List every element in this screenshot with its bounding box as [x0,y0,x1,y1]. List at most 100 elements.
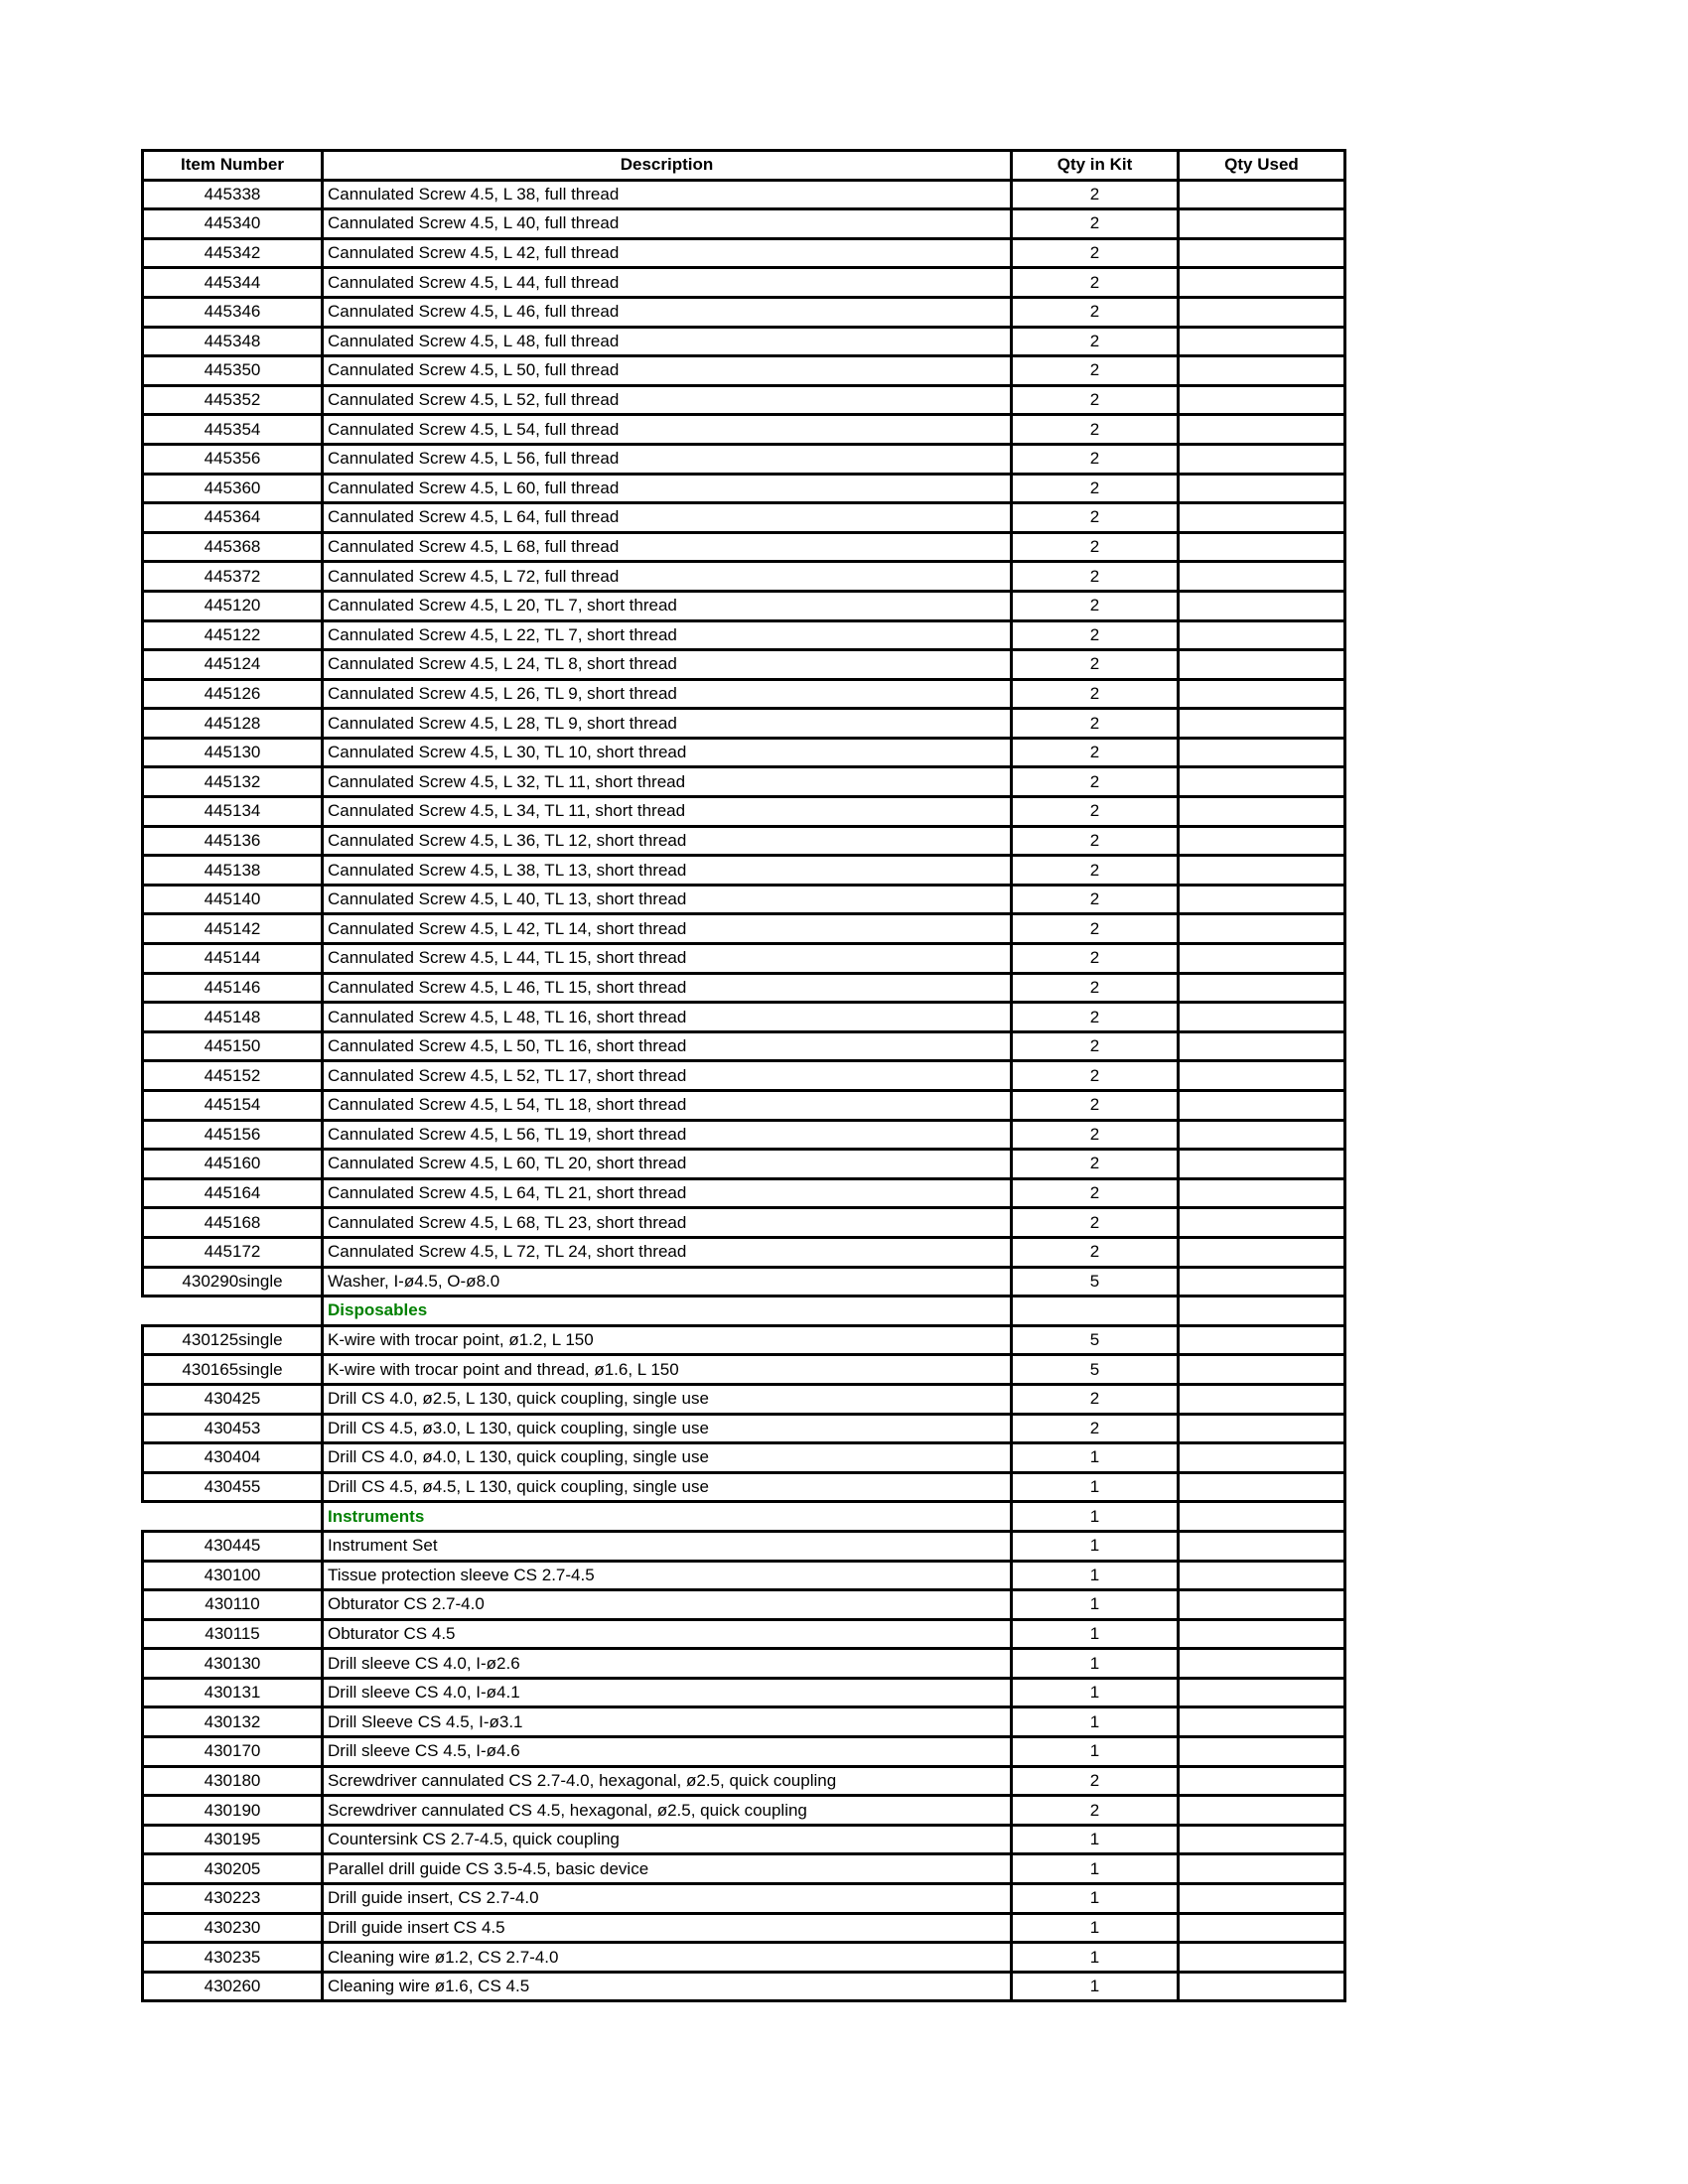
qty-used-cell[interactable] [1177,1735,1346,1768]
item-number-cell: 430125single [141,1323,324,1357]
qty-used-cell[interactable] [1177,295,1346,329]
table-row: 430190 Screwdriver cannulated CS 4.5, hex… [141,1794,1346,1827]
qty-used-cell[interactable] [1177,1470,1346,1504]
qty-used-cell[interactable] [1177,442,1346,476]
description-cell: Drill sleeve CS 4.0, I-ø4.1 [321,1676,1013,1709]
qty-used-cell[interactable] [1177,912,1346,946]
qty-used-cell[interactable] [1177,1441,1346,1474]
qty-used-cell[interactable] [1177,1265,1346,1298]
item-number-cell: 430235 [141,1941,324,1974]
description-cell: Cannulated Screw 4.5, L 64, TL 21, short… [321,1176,1013,1210]
kit-checklist-table: Item Number Description Qty in Kit Qty U… [141,149,1346,2003]
qty-used-cell[interactable] [1177,1559,1346,1592]
qty-used-cell[interactable] [1177,1235,1346,1269]
qty-used-cell[interactable] [1177,1001,1346,1033]
table-row: 430290single Washer, I-ø4.5, O-ø8.0 5 [141,1265,1346,1298]
table-row: 445342 Cannulated Screw 4.5, L 42, full t… [141,236,1346,270]
qty-used-cell[interactable] [1177,736,1346,769]
qty-used-cell[interactable] [1177,1059,1346,1092]
qty-used-cell[interactable] [1177,236,1346,270]
qty-used-cell[interactable] [1177,883,1346,916]
qty-used-cell[interactable] [1177,942,1346,975]
qty-used-cell[interactable] [1177,677,1346,711]
table-row: 445142 Cannulated Screw 4.5, L 42, TL 14,… [141,912,1346,946]
qty-used-cell[interactable] [1177,501,1346,534]
item-number-cell: 445126 [141,677,324,711]
qty-used-cell[interactable] [1177,1089,1346,1122]
qty-used-cell[interactable] [1177,971,1346,1005]
item-number-cell: 445156 [141,1118,324,1152]
qty-used-cell[interactable] [1177,1706,1346,1739]
qty-used-cell[interactable] [1177,413,1346,446]
qty-used-cell[interactable] [1177,854,1346,887]
description-cell: Cannulated Screw 4.5, L 68, TL 23, short… [321,1206,1013,1239]
qty-in-kit-cell: 1 [1010,1911,1180,1945]
qty-used-cell[interactable] [1177,1412,1346,1445]
table-row: 445152 Cannulated Screw 4.5, L 52, TL 17,… [141,1059,1346,1092]
table-row: 430132 Drill Sleeve CS 4.5, I-ø3.1 1 [141,1706,1346,1739]
qty-used-cell[interactable] [1177,560,1346,593]
description-cell: Cannulated Screw 4.5, L 44, TL 15, short… [321,942,1013,975]
qty-used-cell[interactable] [1177,178,1346,211]
qty-used-cell[interactable] [1177,1529,1346,1563]
qty-used-cell[interactable] [1177,1118,1346,1152]
table-row: 445122 Cannulated Screw 4.5, L 22, TL 7, … [141,618,1346,652]
qty-used-cell[interactable] [1177,1911,1346,1945]
qty-used-cell[interactable] [1177,648,1346,681]
qty-used-cell[interactable] [1177,207,1346,240]
qty-used-cell[interactable] [1177,1500,1346,1533]
qty-used-cell[interactable] [1177,1794,1346,1827]
qty-in-kit-cell: 2 [1010,1206,1180,1239]
qty-used-cell[interactable] [1177,1617,1346,1651]
qty-used-cell[interactable] [1177,1029,1346,1063]
description-cell: Obturator CS 4.5 [321,1617,1013,1651]
table-row: 445368 Cannulated Screw 4.5, L 68, full t… [141,530,1346,564]
table-row: 430235 Cleaning wire ø1.2, CS 2.7-4.0 1 [141,1941,1346,1974]
qty-used-cell[interactable] [1177,1148,1346,1180]
item-number-cell: 445144 [141,942,324,975]
description-cell: Cannulated Screw 4.5, L 38, full thread [321,178,1013,211]
item-number-cell: 445350 [141,354,324,387]
qty-used-cell[interactable] [1177,1295,1346,1327]
item-number-cell: 445356 [141,442,324,476]
qty-used-cell[interactable] [1177,354,1346,387]
qty-used-cell[interactable] [1177,795,1346,828]
qty-used-cell[interactable] [1177,824,1346,858]
qty-used-cell[interactable] [1177,530,1346,564]
qty-used-cell[interactable] [1177,1882,1346,1915]
description-cell: Cannulated Screw 4.5, L 28, TL 9, short … [321,707,1013,740]
qty-used-cell[interactable] [1177,765,1346,799]
qty-used-cell[interactable] [1177,1852,1346,1886]
qty-used-cell[interactable] [1177,1941,1346,1974]
header-row: Item Number Description Qty in Kit Qty U… [141,149,1346,182]
qty-used-cell[interactable] [1177,1970,1346,2003]
item-number-cell: 430170 [141,1735,324,1768]
qty-used-cell[interactable] [1177,1176,1346,1210]
qty-used-cell[interactable] [1177,325,1346,358]
qty-in-kit-cell: 2 [1010,1148,1180,1180]
qty-used-cell[interactable] [1177,618,1346,652]
table-row: 445364 Cannulated Screw 4.5, L 64, full t… [141,501,1346,534]
table-row: 445164 Cannulated Screw 4.5, L 64, TL 21,… [141,1176,1346,1210]
qty-used-cell[interactable] [1177,1353,1346,1386]
qty-used-cell[interactable] [1177,472,1346,505]
item-number-cell: 445134 [141,795,324,828]
qty-used-cell[interactable] [1177,1206,1346,1239]
qty-used-cell[interactable] [1177,1647,1346,1680]
qty-used-cell[interactable] [1177,383,1346,417]
qty-used-cell[interactable] [1177,707,1346,740]
qty-used-cell[interactable] [1177,1823,1346,1856]
qty-in-kit-cell: 2 [1010,1001,1180,1033]
qty-used-cell[interactable] [1177,1764,1346,1798]
qty-used-cell[interactable] [1177,266,1346,299]
table-row: 445138 Cannulated Screw 4.5, L 38, TL 13,… [141,854,1346,887]
qty-used-cell[interactable] [1177,1382,1346,1416]
qty-in-kit-cell: 1 [1010,1941,1180,1974]
qty-used-cell[interactable] [1177,589,1346,622]
qty-in-kit-cell: 2 [1010,589,1180,622]
item-number-cell: 445138 [141,854,324,887]
qty-used-cell[interactable] [1177,1588,1346,1621]
qty-in-kit-cell: 2 [1010,560,1180,593]
qty-used-cell[interactable] [1177,1323,1346,1357]
qty-used-cell[interactable] [1177,1676,1346,1709]
